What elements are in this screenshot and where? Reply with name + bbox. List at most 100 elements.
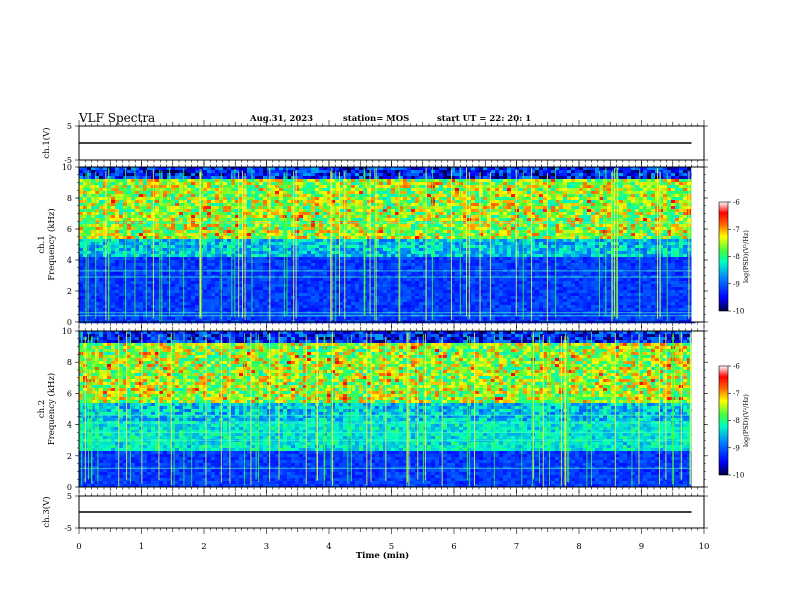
spectrogram-cell: [403, 176, 408, 180]
spectrogram-cell: [267, 188, 272, 192]
spectrogram-cell: [135, 248, 140, 252]
spectrogram-cell: [199, 254, 204, 258]
spectrogram-cell: [239, 260, 244, 264]
spectrogram-cell: [403, 218, 408, 222]
spectrogram-cell: [415, 182, 420, 186]
spectrogram-cell: [295, 188, 300, 192]
spectrogram-cell: [299, 215, 304, 219]
spectrogram-cell: [95, 305, 100, 309]
spectrogram-cell: [283, 317, 288, 321]
spectrogram-cell: [347, 209, 352, 213]
spectrogram-cell: [363, 167, 368, 171]
spectrogram-cell: [83, 212, 88, 216]
spectrogram-cell: [371, 257, 376, 261]
spectrogram-cell: [251, 302, 256, 306]
spectrogram-cell: [279, 209, 284, 213]
spectrogram-cell: [159, 287, 164, 291]
spectrogram-cell: [179, 278, 184, 282]
spectrogram-cell: [191, 176, 196, 180]
spectrogram-cell: [323, 305, 328, 309]
spectrogram-cell: [139, 281, 144, 285]
spectrogram-cell: [111, 296, 116, 300]
spectrogram-cell: [223, 290, 228, 294]
spectrogram-cell: [371, 263, 376, 267]
spectrogram-cell: [423, 272, 428, 276]
spectrogram-cell: [439, 263, 444, 267]
spectrogram-cell: [91, 209, 96, 213]
spectrogram-cell: [83, 260, 88, 264]
spectrogram-cell: [283, 287, 288, 291]
spectrogram-cell: [339, 263, 344, 267]
spectrogram-cell: [95, 251, 100, 255]
spectrogram-cell: [379, 302, 384, 306]
spectrogram-cell: [239, 203, 244, 207]
spectrogram-cell: [303, 281, 308, 285]
spectrogram-cell: [351, 257, 356, 261]
spectrogram-cell: [87, 284, 92, 288]
spectrogram-cell: [427, 272, 432, 276]
spectrogram-cell: [247, 278, 252, 282]
spectrogram-cell: [311, 296, 316, 300]
spectrogram-cell: [215, 188, 220, 192]
spectrogram-cell: [295, 272, 300, 276]
spectrogram-cell: [371, 194, 376, 198]
spectrogram-cell: [183, 266, 188, 270]
spectrogram-cell: [199, 257, 204, 261]
spectrogram-cell: [263, 257, 268, 261]
spectrogram-cell: [99, 224, 104, 228]
spectrogram-cell: [415, 191, 420, 195]
spectrogram-cell: [147, 218, 152, 222]
spectrogram-cell: [351, 188, 356, 192]
spectrogram-cell: [163, 287, 168, 291]
spectrogram-cell: [427, 173, 432, 177]
spectrogram-cell: [355, 176, 360, 180]
spectrogram-cell: [327, 194, 332, 198]
spectrogram-cell: [351, 233, 356, 237]
spectrogram-cell: [323, 200, 328, 204]
spectrogram-cell: [211, 167, 216, 171]
spectrogram-cell: [423, 209, 428, 213]
spectrogram-cell: [339, 287, 344, 291]
spectrogram-cell: [359, 263, 364, 267]
spectrogram-cell: [139, 251, 144, 255]
spectrogram-cell: [287, 251, 292, 255]
spectrogram-cell: [207, 284, 212, 288]
spectrogram-cell: [275, 230, 280, 234]
spectrogram-cell: [395, 266, 400, 270]
spectrogram-cell: [119, 284, 124, 288]
spectrogram-cell: [187, 299, 192, 303]
spectrogram-cell: [95, 170, 100, 174]
spectrogram-cell: [247, 182, 252, 186]
spectrogram-cell: [259, 272, 264, 276]
spectrogram-cell: [179, 266, 184, 270]
spectrogram-cell: [359, 317, 364, 321]
spectrogram-cell: [83, 203, 88, 207]
spectrogram-cell: [339, 176, 344, 180]
spectrogram-cell: [399, 266, 404, 270]
spectrogram-cell: [223, 260, 228, 264]
spectrogram-cell: [191, 227, 196, 231]
date-label: Aug.31, 2023: [250, 114, 314, 124]
spectrogram-cell: [267, 203, 272, 207]
spectrogram-cell: [411, 215, 416, 219]
spectrogram-cell: [91, 194, 96, 198]
spectrogram-cell: [99, 281, 104, 285]
spectrogram-cell: [187, 182, 192, 186]
spectrogram-cell: [239, 197, 244, 201]
spectrogram-cell: [91, 170, 96, 174]
spectrogram-cell: [203, 230, 208, 234]
spectrogram-cell: [99, 179, 104, 183]
spectrogram-cell: [355, 242, 360, 246]
spectrogram-cell: [191, 278, 196, 282]
spectrogram-cell: [139, 272, 144, 276]
spectrogram-cell: [179, 260, 184, 264]
spectrogram-cell: [171, 266, 176, 270]
spectrogram-cell: [319, 278, 324, 282]
spectrogram-cell: [191, 284, 196, 288]
spectrogram-cell: [431, 233, 436, 237]
spectrogram-cell: [199, 281, 204, 285]
spectrogram-cell: [199, 272, 204, 276]
spectrogram-cell: [355, 170, 360, 174]
spectrogram-cell: [391, 203, 396, 207]
spectrogram-cell: [271, 233, 276, 237]
